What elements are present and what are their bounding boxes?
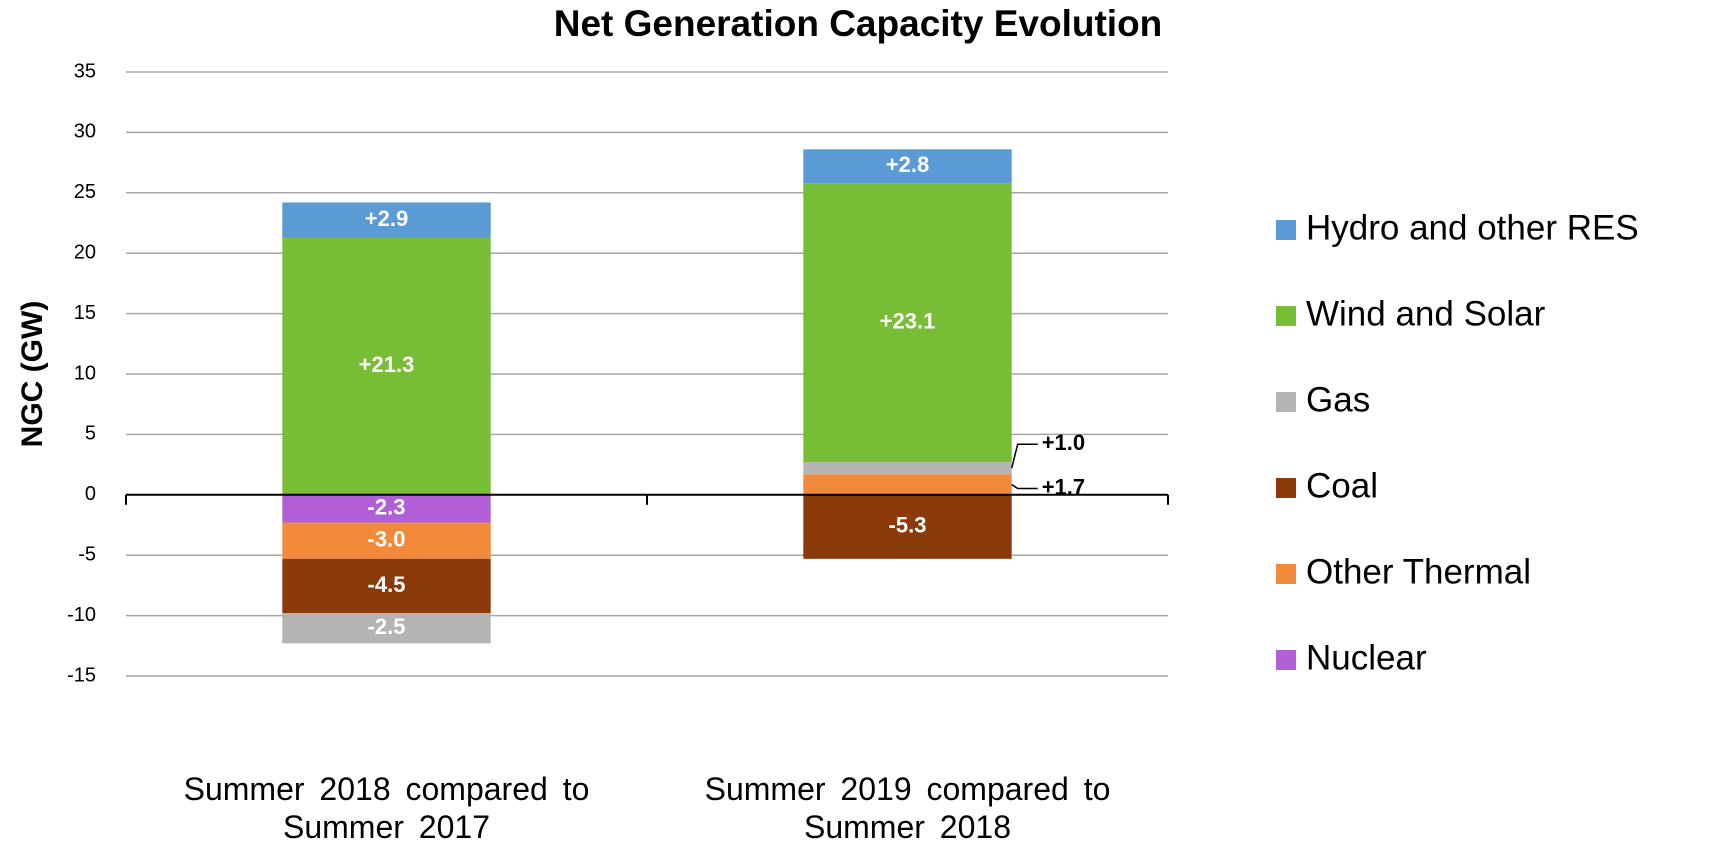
- bar-segment: [282, 558, 491, 614]
- value-label: +2.8: [886, 152, 929, 177]
- leader-line: [1011, 483, 1038, 490]
- bar-segment: [282, 237, 491, 495]
- value-label: -2.3: [368, 495, 406, 520]
- x-tick-label: Summer 2018 compared to Summer 2017: [183, 771, 590, 845]
- y-tick-label: -5: [78, 543, 96, 565]
- value-label: -3.0: [368, 527, 406, 552]
- bar-segment: [282, 522, 491, 559]
- value-label: +1.0: [1042, 430, 1085, 455]
- legend-label: Wind and Solar: [1306, 294, 1546, 333]
- x-tick-label-box: Summer 2018 compared to Summer 2017: [183, 771, 590, 845]
- legend-label: Gas: [1306, 380, 1370, 419]
- value-label: +23.1: [880, 308, 936, 333]
- y-tick-label: 35: [74, 60, 96, 82]
- leader-line: [1010, 443, 1038, 469]
- value-label: -2.5: [368, 614, 406, 639]
- x-tick-label: Summer 2019 compared to Summer 2018: [704, 771, 1111, 845]
- y-tick-label: 0: [85, 483, 96, 505]
- bar-segment: [282, 494, 491, 523]
- legend-label: Hydro and other RES: [1306, 208, 1639, 247]
- legend-swatch: [1276, 564, 1296, 584]
- y-tick-label: 20: [74, 241, 96, 263]
- bar-segment: [803, 462, 1012, 475]
- bar-segment: [803, 494, 1012, 559]
- y-tick-label: -10: [67, 604, 96, 626]
- y-tick-label: 10: [74, 362, 96, 384]
- bar-segment: [803, 183, 1012, 463]
- value-label: +21.3: [359, 352, 415, 377]
- chart-title: Net Generation Capacity Evolution: [554, 3, 1163, 44]
- legend-label: Other Thermal: [1306, 552, 1531, 591]
- legend-label: Coal: [1306, 466, 1378, 505]
- bar-segment: [282, 613, 491, 644]
- legend-label: Nuclear: [1306, 638, 1427, 677]
- legend-swatch: [1276, 650, 1296, 670]
- y-tick-label: 25: [74, 181, 96, 203]
- legend-swatch: [1276, 478, 1296, 498]
- legend-swatch: [1276, 220, 1296, 240]
- legend-swatch: [1276, 306, 1296, 326]
- y-axis-label: NGC (GW): [16, 301, 49, 448]
- y-tick-label: 15: [74, 302, 96, 324]
- bar-segment: [282, 202, 491, 238]
- bar-segment: [803, 149, 1012, 184]
- value-label: +2.9: [365, 206, 408, 231]
- y-tick-label: 5: [85, 423, 96, 445]
- y-tick-label: -15: [67, 664, 96, 686]
- value-label: -5.3: [889, 513, 927, 538]
- value-label: -4.5: [368, 572, 406, 597]
- bar-segment: [803, 474, 1012, 495]
- legend-swatch: [1276, 392, 1296, 412]
- x-tick-label-box: Summer 2019 compared to Summer 2018: [704, 771, 1111, 845]
- y-tick-label: 30: [74, 121, 96, 143]
- value-label: +1.7: [1042, 474, 1085, 499]
